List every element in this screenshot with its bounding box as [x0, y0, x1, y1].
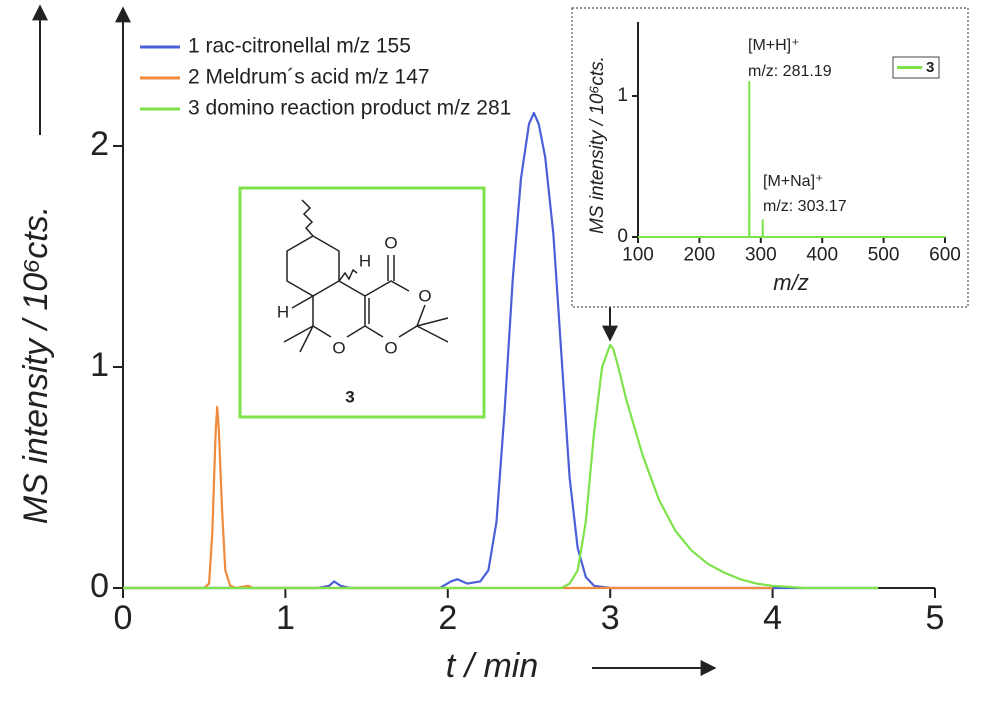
bond: [387, 255, 395, 281]
x-tick-label: 2: [438, 599, 457, 637]
x-tick-label: 400: [806, 244, 838, 265]
structure-label: 3: [345, 387, 354, 406]
atom-label: H: [277, 302, 289, 321]
x-axis-label: t / min: [446, 647, 539, 685]
atom-label: O: [332, 338, 345, 357]
annotation: [M+Na]⁺: [763, 173, 823, 190]
legend-label: 3 domino reaction product m/z 281: [188, 97, 511, 120]
bond: [312, 280, 366, 338]
legend-label: 2 Meldrum´s acid m/z 147: [188, 66, 430, 89]
atom-label: O: [384, 338, 397, 357]
bond: [416, 317, 449, 343]
series-line: [123, 405, 773, 590]
x-tick-label: 200: [684, 244, 716, 265]
x-tick-label: 500: [868, 244, 900, 265]
y-tick-label: 2: [90, 125, 109, 163]
atom-label: H: [359, 251, 371, 270]
bond: [286, 235, 340, 297]
x-tick-label: 300: [745, 244, 777, 265]
inset-x-axis-label: m/z: [773, 270, 808, 295]
x-tick-label: 4: [763, 599, 782, 637]
atom-label: O: [384, 233, 397, 252]
legend-label: 3: [926, 59, 934, 76]
y-tick-label: 1: [617, 85, 628, 106]
y-axis-label: MS intensity / 10⁶cts.: [17, 206, 55, 524]
x-tick-label: 600: [929, 244, 961, 265]
annotation: m/z: 303.17: [763, 198, 847, 215]
bond: [283, 325, 314, 353]
x-tick-label: 0: [114, 599, 133, 637]
y-tick-label: 1: [90, 346, 109, 384]
y-tick-label: 0: [617, 226, 628, 247]
x-tick-label: 1: [276, 599, 295, 637]
structure: O O O O H H 3: [238, 186, 486, 419]
legend-label: 1 rac-citronellal m/z 155: [188, 35, 411, 58]
x-tick-label: 5: [926, 599, 945, 637]
x-tick-label: 3: [601, 599, 620, 637]
legend-box: [892, 56, 940, 79]
y-tick-label: 0: [90, 567, 109, 605]
inset-y-axis-label: MS intensity / 10⁶cts.: [587, 56, 608, 234]
inset-frame: [571, 7, 969, 308]
structure-box: [238, 186, 486, 419]
bond: [338, 268, 358, 282]
annotation: [M+H]⁺: [748, 37, 800, 54]
atom-label: O: [418, 286, 431, 305]
bond: [364, 280, 426, 338]
series-line: [123, 343, 879, 590]
series-line: [638, 80, 945, 238]
annotation: m/z: 281.19: [748, 63, 832, 80]
bond: [291, 295, 314, 309]
x-tick-label: 100: [622, 244, 654, 265]
bond: [301, 199, 314, 237]
